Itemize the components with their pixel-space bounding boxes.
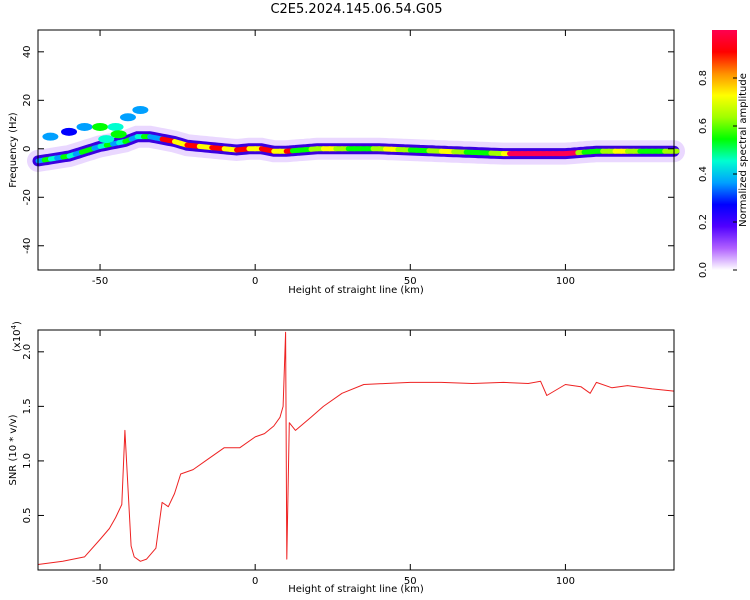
snr-y-multiplier: (x104) [10, 321, 23, 352]
x-tick-label: 0 [252, 576, 258, 587]
heatmap-marks [27, 106, 685, 172]
y-tick-label: 1.5 [22, 398, 33, 414]
snr-frame [37, 329, 675, 571]
colorbar-tick-label: 0.8 [698, 70, 709, 86]
snr-y-ticks: 0.5 1.0 1.5 2.0 [22, 344, 674, 524]
colorbar-label: Normalized spectral amplitude [738, 73, 749, 227]
colorbar-tick-label: 0.2 [698, 214, 709, 230]
y-tick-label: -40 [22, 238, 33, 254]
heatmap-cell [132, 106, 149, 114]
heatmap-x-label: Height of straight line (km) [288, 285, 424, 296]
x-tick-label: -50 [92, 576, 108, 587]
snr-x-ticks: -50 0 50 100 [92, 330, 575, 587]
heatmap-cell [42, 132, 59, 141]
y-tick-label: 0.5 [22, 508, 33, 524]
heatmap-y-label: Frequency (Hz) [8, 112, 19, 188]
x-tick-label: 100 [556, 576, 575, 587]
x-tick-label: 0 [252, 276, 258, 287]
heatmap-x-ticks: -50 0 50 100 [92, 30, 575, 287]
x-tick-label: 100 [556, 276, 575, 287]
y-tick-label: 20 [22, 94, 33, 107]
x-tick-label: 50 [404, 276, 417, 287]
y-tick-label: 1.0 [22, 453, 33, 469]
colorbar-ticks: 0.0 0.2 0.4 0.6 0.8 [698, 70, 737, 278]
colorbar: 0.0 0.2 0.4 0.6 0.8 Normalized spectral ampl… [698, 30, 749, 278]
snr-x-label: Height of straight line (km) [288, 584, 424, 595]
y-tick-label: 0 [22, 146, 33, 152]
y-tick-label: 2.0 [22, 344, 33, 360]
heatmap-cell [119, 113, 136, 122]
heatmap-panel: -50 0 50 100 -40 -20 0 20 40 Height of straight… [8, 29, 685, 296]
snr-panel: -50 0 50 100 0.5 1.0 1.5 2.0 Height of straigh… [8, 321, 675, 595]
heatmap-cell [92, 122, 109, 131]
snr-marks [37, 331, 675, 565]
heatmap-y-ticks: -40 -20 0 20 40 [22, 45, 674, 254]
heatmap-cell [110, 130, 127, 139]
heatmap-cell [61, 127, 78, 136]
heatmap-cell [98, 135, 115, 144]
y-tick-label: 40 [22, 45, 33, 58]
colorbar-tick-label: 0.4 [698, 166, 709, 182]
heatmap-frame [37, 29, 675, 271]
x-tick-label: 50 [404, 576, 417, 587]
x-tick-label: -50 [92, 276, 108, 287]
snr-series-line [37, 331, 675, 565]
colorbar-tick-label: 0.0 [698, 262, 709, 278]
heatmap-cell [76, 122, 93, 131]
chart-title: C2E5.2024.145.06.54.G05 [270, 2, 443, 17]
colorbar-gradient [712, 30, 737, 270]
heatmap-cell [107, 122, 124, 131]
y-tick-label: -20 [22, 189, 33, 205]
colorbar-tick-label: 0.6 [698, 118, 709, 134]
snr-y-label: SNR (10 * v/v) [8, 414, 19, 485]
